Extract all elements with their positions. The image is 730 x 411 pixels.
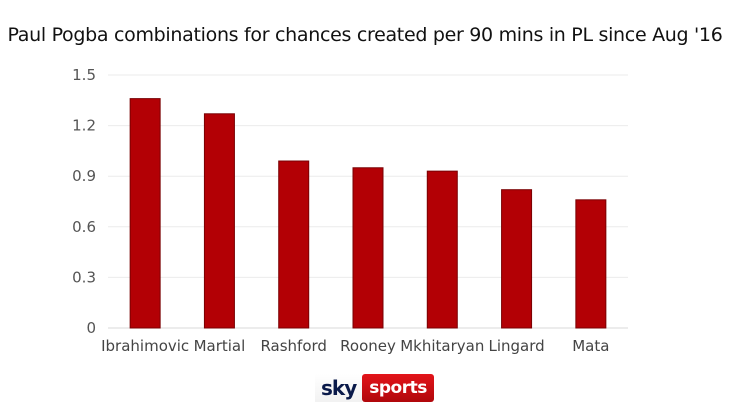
bars (129, 98, 607, 329)
bar-rashford (278, 160, 310, 329)
sky-sports-logo: sky sports (315, 374, 434, 402)
y-tick-label: 0.6 (72, 218, 96, 236)
x-tick-label: Rashford (260, 337, 327, 355)
bar-lingard (501, 189, 533, 329)
sky-logo-text: sky (315, 374, 363, 402)
chart-title: Paul Pogba combinations for chances crea… (7, 24, 723, 46)
x-axis-ticks: Ibrahimovic Martial Rashford Rooney Mkhitary… (101, 337, 609, 355)
x-tick-label: Rooney (340, 337, 396, 355)
x-tick-label: Mata (572, 337, 609, 355)
y-axis-ticks: 0 0.3 0.6 0.9 1.2 1.5 (72, 66, 96, 337)
bar-martial (203, 113, 235, 329)
x-tick-label: Ibrahimovic (101, 337, 189, 355)
bar-ibrahimovic (129, 98, 161, 329)
sports-logo-text: sports (362, 374, 434, 402)
x-tick-label: Mkhitaryan (400, 337, 484, 355)
x-tick-label: Lingard (488, 337, 544, 355)
bar-mkhitaryan (426, 170, 458, 329)
bar-rooney (352, 167, 384, 329)
y-tick-label: 0.3 (72, 268, 96, 286)
x-tick-label: Martial (194, 337, 246, 355)
y-tick-label: 1.2 (72, 117, 96, 135)
y-tick-label: 0.9 (72, 167, 96, 185)
bar-mata (575, 199, 607, 329)
y-tick-label: 1.5 (72, 66, 96, 84)
y-tick-label: 0 (86, 319, 96, 337)
